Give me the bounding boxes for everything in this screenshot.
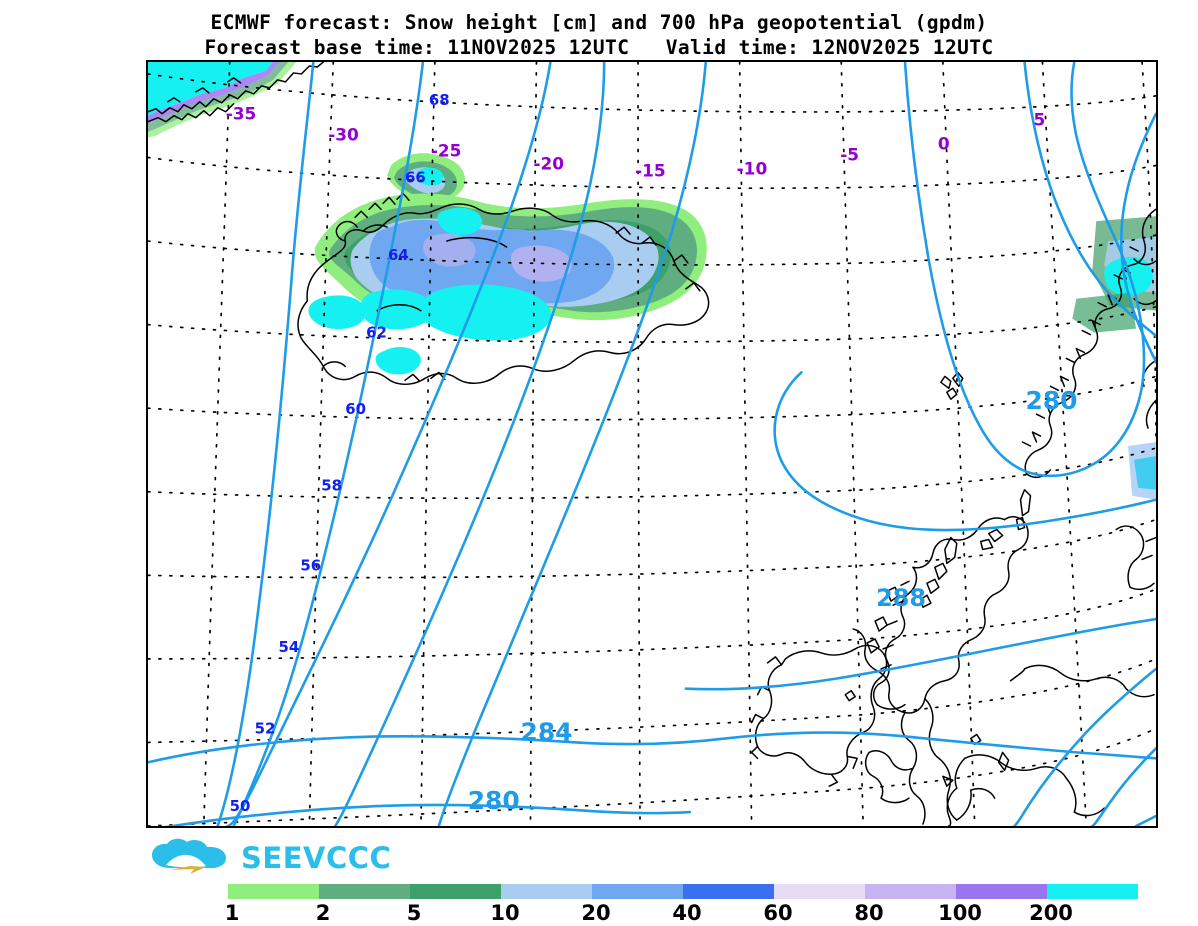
colorbar-label: 1 xyxy=(224,901,240,925)
latitude-label: 54 xyxy=(278,638,299,656)
longitude-label: -20 xyxy=(533,153,564,173)
longitude-label: -35 xyxy=(226,104,257,124)
colorbar-segment xyxy=(1047,884,1138,899)
longitude-label: -10 xyxy=(737,158,768,178)
colorbar-segment xyxy=(501,884,592,899)
colorbar-segment xyxy=(683,884,774,899)
longitude-label: -25 xyxy=(431,141,462,161)
colorbar-tick-labels: 1 2 5 10 20 40 60 80 100 200 xyxy=(224,900,1138,926)
colorbar-label: 60 xyxy=(763,901,793,925)
latitude-label: 58 xyxy=(321,477,342,495)
colorbar-label: 10 xyxy=(490,901,520,925)
latitude-labels: 68 66 64 62 60 58 56 54 52 50 xyxy=(230,91,450,815)
latitude-label: 60 xyxy=(345,400,366,418)
geopotential-contour-layer xyxy=(148,62,1156,826)
colorbar-swatches xyxy=(228,884,1138,899)
longitude-label: 5 xyxy=(1033,110,1045,130)
snow-height-colorbar[interactable]: 1 2 5 10 20 40 60 80 100 200 xyxy=(224,884,1138,926)
seevccc-logo[interactable]: SEEVCCC xyxy=(150,838,391,878)
latitude-label: 66 xyxy=(405,168,426,186)
longitude-label: -5 xyxy=(840,144,859,164)
logo-text: SEEVCCC xyxy=(241,840,392,875)
contour-value-labels: 280 288 284 280 xyxy=(468,386,1078,815)
colorbar-label: 5 xyxy=(406,901,422,925)
colorbar-label: 100 xyxy=(938,901,982,925)
contour-label: 288 xyxy=(876,584,926,612)
forecast-map[interactable]: -35 -30 -25 -20 -15 -10 -5 0 5 68 66 64 62 60 58 56 54 5… xyxy=(146,60,1158,828)
colorbar-segment xyxy=(410,884,501,899)
contour-label: 280 xyxy=(1026,386,1078,415)
title-line-2: Forecast base time: 11NOV2025 12UTC Vali… xyxy=(204,36,994,59)
latitude-label: 62 xyxy=(366,324,387,342)
latitude-label: 52 xyxy=(255,719,276,737)
title-line-1: ECMWF forecast: Snow height [cm] and 700… xyxy=(210,11,988,34)
longitude-label: 0 xyxy=(938,134,950,154)
colorbar-label: 80 xyxy=(854,901,884,925)
longitude-labels: -35 -30 -25 -20 -15 -10 -5 0 5 xyxy=(226,104,1046,181)
colorbar-segment xyxy=(774,884,865,899)
longitude-label: -30 xyxy=(328,125,359,145)
coastline-layer xyxy=(148,62,1156,826)
colorbar-label: 2 xyxy=(315,901,331,925)
colorbar-segment xyxy=(865,884,956,899)
colorbar-label: 20 xyxy=(581,901,611,925)
colorbar-label: 200 xyxy=(1029,901,1073,925)
latitude-label: 64 xyxy=(388,246,409,264)
map-canvas: -35 -30 -25 -20 -15 -10 -5 0 5 68 66 64 62 60 58 56 54 5… xyxy=(148,62,1156,826)
contour-label: 280 xyxy=(468,786,520,815)
colorbar-segment xyxy=(592,884,683,899)
colorbar-label: 40 xyxy=(672,901,702,925)
latitude-label: 68 xyxy=(429,91,450,109)
chart-title-block: ECMWF forecast: Snow height [cm] and 700… xyxy=(0,10,1198,60)
latitude-label: 56 xyxy=(300,556,321,574)
longitude-label: -15 xyxy=(635,160,666,180)
contour-label: 284 xyxy=(521,717,573,746)
latitude-label: 50 xyxy=(230,797,251,815)
cloud-icon xyxy=(152,838,226,874)
colorbar-segment xyxy=(319,884,410,899)
colorbar-segment xyxy=(956,884,1047,899)
colorbar-segment xyxy=(228,884,319,899)
